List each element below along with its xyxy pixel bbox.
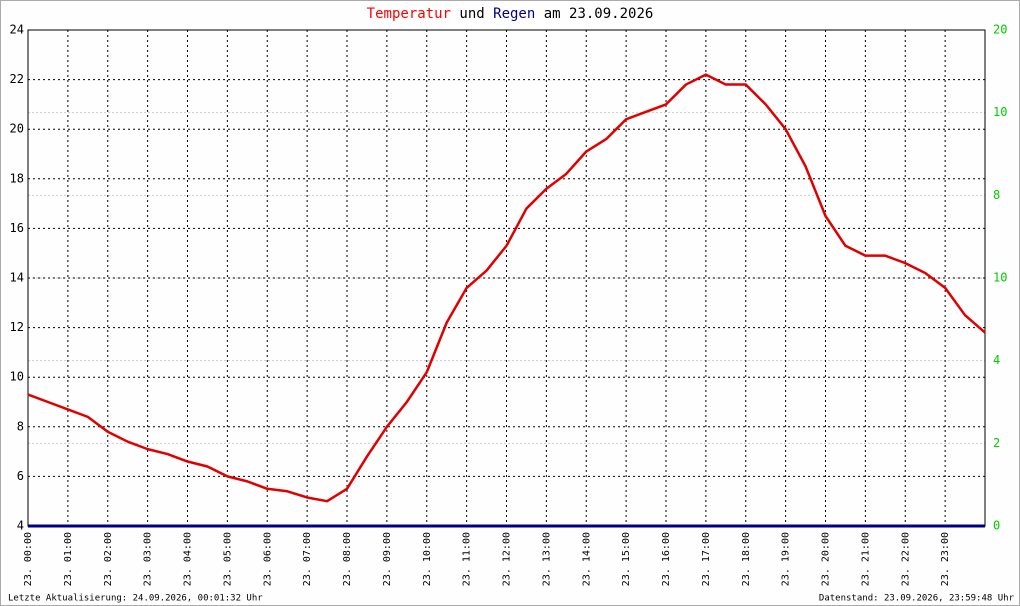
x-tick-label: 23. 20:00 xyxy=(821,532,832,586)
y-tick-label: 18 xyxy=(10,171,24,185)
title-part: Temperatur xyxy=(367,6,451,22)
x-tick-label: 23. 09:00 xyxy=(382,532,393,586)
y-tick-label: 8 xyxy=(17,419,24,433)
y-tick-label: 24 xyxy=(10,23,24,37)
x-tick-label: 23. 17:00 xyxy=(701,532,712,586)
series-line xyxy=(27,73,986,503)
x-tick-label: 23. 00:00 xyxy=(23,532,34,586)
x-tick-label: 23. 16:00 xyxy=(661,532,672,586)
y-tick-label: 22 xyxy=(10,72,24,86)
footer-right: Datenstand: 23.09.2026, 23:59:48 Uhr xyxy=(819,594,1015,604)
x-tick-label: 23. 21:00 xyxy=(860,532,871,586)
y2-tick-label: 2 xyxy=(993,436,1000,450)
chart-title: Temperatur und Regen am 23.09.2026 xyxy=(367,6,654,22)
x-tick-label: 23. 23:00 xyxy=(940,532,951,586)
x-tick-label: 23. 14:00 xyxy=(581,532,592,586)
y2-tick-label: 4 xyxy=(993,353,1000,367)
y-tick-label: 14 xyxy=(10,271,24,285)
y2-tick-label: 10 xyxy=(993,271,1007,285)
y-tick-label: 4 xyxy=(17,519,24,533)
x-tick-label: 23. 11:00 xyxy=(462,532,473,586)
y2-tick-label: 0 xyxy=(993,519,1000,533)
y-tick-label: 16 xyxy=(10,221,24,235)
x-tick-label: 23. 10:00 xyxy=(422,532,433,586)
y-tick-label: 6 xyxy=(17,469,24,483)
y-tick-label: 20 xyxy=(10,122,24,136)
y2-tick-label: 10 xyxy=(993,105,1007,119)
title-part: und xyxy=(459,6,484,22)
x-tick-label: 23. 04:00 xyxy=(183,532,194,586)
x-tick-label: 23. 01:00 xyxy=(63,532,74,586)
x-tick-label: 23. 06:00 xyxy=(262,532,273,586)
x-tick-label: 23. 13:00 xyxy=(541,532,552,586)
x-tick-label: 23. 22:00 xyxy=(900,532,911,586)
title-part: am 23.09.2026 xyxy=(544,6,654,22)
y-tick-label: 10 xyxy=(10,370,24,384)
y2-tick-label: 20 xyxy=(993,23,1007,37)
x-tick-label: 23. 02:00 xyxy=(103,532,114,586)
x-tick-label: 23. 12:00 xyxy=(502,532,513,586)
x-tick-label: 23. 18:00 xyxy=(741,532,752,586)
x-tick-label: 23. 15:00 xyxy=(621,532,632,586)
x-tick-label: 23. 07:00 xyxy=(302,532,313,586)
title-part: Regen xyxy=(493,6,535,22)
y-tick-label: 12 xyxy=(10,320,24,334)
y2-tick-label: 8 xyxy=(993,188,1000,202)
x-tick-label: 23. 08:00 xyxy=(342,532,353,586)
x-tick-label: 23. 19:00 xyxy=(781,532,792,586)
x-tick-label: 23. 05:00 xyxy=(222,532,233,586)
footer-left: Letzte Aktualisierung: 24.09.2026, 00:01… xyxy=(8,594,263,604)
x-tick-label: 23. 03:00 xyxy=(143,532,154,586)
